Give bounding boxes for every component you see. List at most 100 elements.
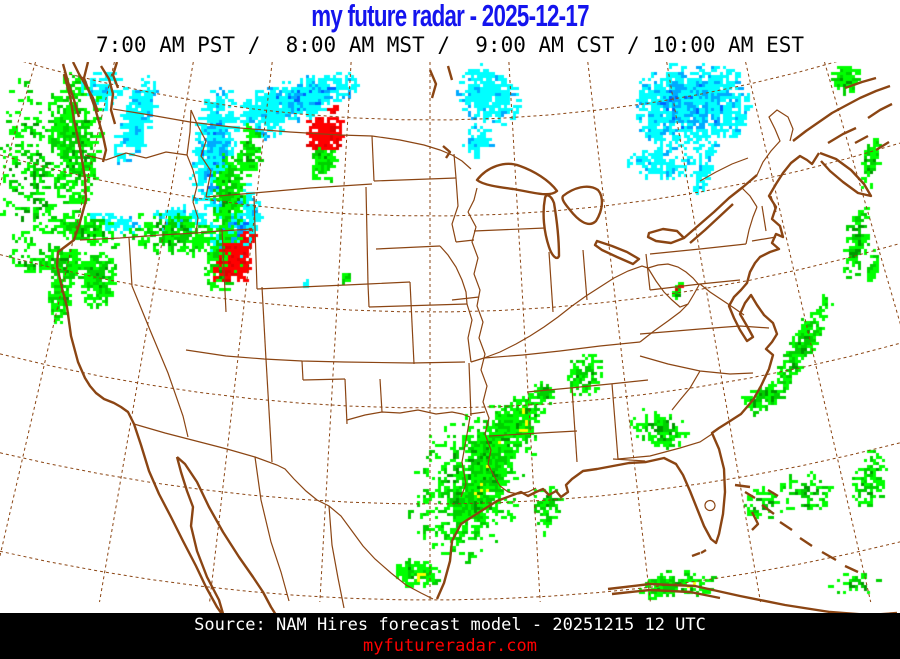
state-border xyxy=(470,357,485,363)
coastline xyxy=(542,194,561,260)
coastline xyxy=(99,65,117,125)
state-border xyxy=(346,409,471,421)
graticule-line xyxy=(508,62,541,603)
state-border xyxy=(344,378,348,425)
coastline xyxy=(646,227,686,245)
state-border xyxy=(365,186,369,285)
graticule-line xyxy=(0,442,900,505)
state-border xyxy=(741,187,758,208)
coastline xyxy=(799,537,813,547)
state-border xyxy=(548,251,554,313)
coastline xyxy=(819,151,873,198)
state-border xyxy=(647,263,700,308)
coastline xyxy=(61,63,81,118)
coastline xyxy=(176,456,277,613)
state-border xyxy=(522,341,641,356)
state-border xyxy=(451,296,480,301)
state-border xyxy=(368,303,468,308)
state-border xyxy=(488,430,578,437)
coastline xyxy=(683,174,758,239)
state-border xyxy=(571,387,578,463)
coastline xyxy=(844,76,877,90)
website-label: myfutureradar.com xyxy=(363,636,537,656)
state-border xyxy=(190,109,212,198)
state-border xyxy=(671,370,701,411)
state-border xyxy=(526,379,649,393)
coastline xyxy=(867,102,893,119)
state-border xyxy=(645,253,651,291)
state-border xyxy=(483,265,649,359)
state-border xyxy=(756,109,794,176)
state-border xyxy=(466,303,473,363)
state-border xyxy=(301,360,304,381)
coastline xyxy=(734,483,751,489)
coastline xyxy=(792,84,891,142)
coastline xyxy=(854,134,869,145)
graticule-line xyxy=(0,62,115,558)
state-border xyxy=(751,236,777,242)
state-border xyxy=(221,228,227,313)
state-border xyxy=(253,195,258,290)
state-border xyxy=(699,283,745,316)
state-border xyxy=(612,458,646,462)
state-border xyxy=(379,378,383,413)
coastline xyxy=(689,203,734,244)
state-border xyxy=(460,416,471,498)
state-border xyxy=(468,362,472,417)
state-border xyxy=(439,245,468,305)
state-border xyxy=(467,211,537,495)
graticule-line xyxy=(209,62,273,603)
state-border xyxy=(745,206,758,245)
source-label: Source: NAM Hires forecast model - 20251… xyxy=(194,615,706,635)
coastline xyxy=(761,504,775,515)
coastline xyxy=(875,140,890,152)
graticule-line xyxy=(0,62,36,187)
state-border xyxy=(639,325,770,335)
state-border xyxy=(328,505,345,609)
graticule-line xyxy=(23,62,838,121)
coastline xyxy=(428,69,438,99)
coastline xyxy=(435,152,821,600)
coastline xyxy=(821,550,837,562)
graticule-line xyxy=(319,62,352,603)
footer-bar: Source: NAM Hires forecast model - 20251… xyxy=(0,613,900,659)
coastline xyxy=(593,239,641,266)
graticule-line xyxy=(0,243,900,313)
state-border xyxy=(265,358,273,463)
state-border xyxy=(649,243,747,255)
coastline xyxy=(607,582,897,613)
coastline xyxy=(691,551,701,558)
state-border xyxy=(473,227,546,232)
graticule-line xyxy=(0,541,900,601)
state-border xyxy=(639,303,689,343)
graticule-line xyxy=(99,62,194,603)
state-border xyxy=(639,355,754,375)
coastline xyxy=(827,126,857,145)
state-border xyxy=(371,135,375,182)
state-border xyxy=(367,283,370,308)
state-border xyxy=(469,411,486,415)
state-border xyxy=(133,423,434,600)
graticule-line xyxy=(0,342,900,409)
state-border xyxy=(467,187,478,213)
state-border xyxy=(611,383,619,460)
state-border xyxy=(254,456,290,602)
state-border xyxy=(455,239,475,243)
coastline xyxy=(700,548,707,555)
state-border xyxy=(302,378,346,381)
coastline xyxy=(55,73,225,613)
state-border xyxy=(205,183,373,198)
state-border xyxy=(409,281,415,365)
state-border xyxy=(79,228,253,241)
state-border xyxy=(451,177,459,243)
coastline xyxy=(442,145,452,159)
graticule-line xyxy=(666,62,761,603)
state-border xyxy=(375,245,441,250)
graticule-line xyxy=(745,62,872,603)
coastline xyxy=(71,62,100,113)
coastline xyxy=(779,521,793,531)
state-border xyxy=(761,205,767,232)
state-border xyxy=(453,153,457,179)
coastline xyxy=(750,511,760,531)
